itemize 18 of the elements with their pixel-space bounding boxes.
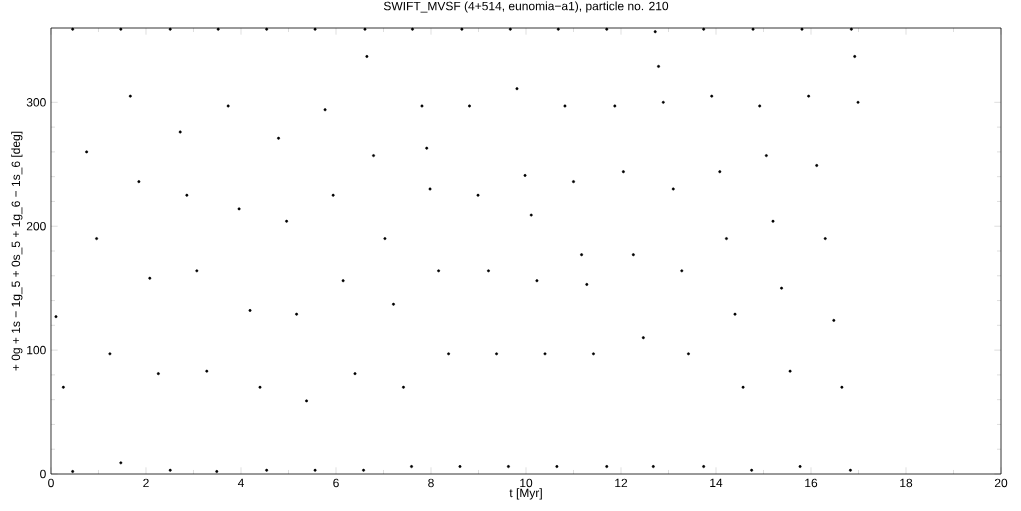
x-tick-label: 0	[48, 478, 54, 488]
y-tick-label: 0	[40, 469, 46, 479]
x-tick-label: 20	[994, 478, 1008, 488]
x-tick-label: 14	[710, 478, 723, 487]
x-tick-label: 4	[237, 478, 244, 487]
y-tick-label: 200	[26, 221, 46, 231]
y-axis-title: + 0g + 1s − 1g_5 + 0s_5 + 1g_6 − 1s_6 [deg]	[11, 131, 23, 371]
x-tick-label: 2	[143, 478, 149, 488]
x-tick-label: 10	[520, 478, 533, 488]
x-tick-label: 16	[805, 478, 818, 488]
x-tick-label: 12	[615, 478, 628, 488]
y-tick-label: 100	[27, 345, 46, 355]
x-axis-title: t [Myr]	[509, 488, 542, 500]
y-tick-label: 300	[26, 98, 46, 107]
x-tick-label: 6	[333, 478, 339, 488]
chart-title: SWIFT_MVSF (4+514, eunomia−a1), particle no. 210	[383, 1, 669, 13]
x-tick-label: 8	[428, 478, 434, 488]
x-tick-label: 18	[900, 478, 913, 488]
